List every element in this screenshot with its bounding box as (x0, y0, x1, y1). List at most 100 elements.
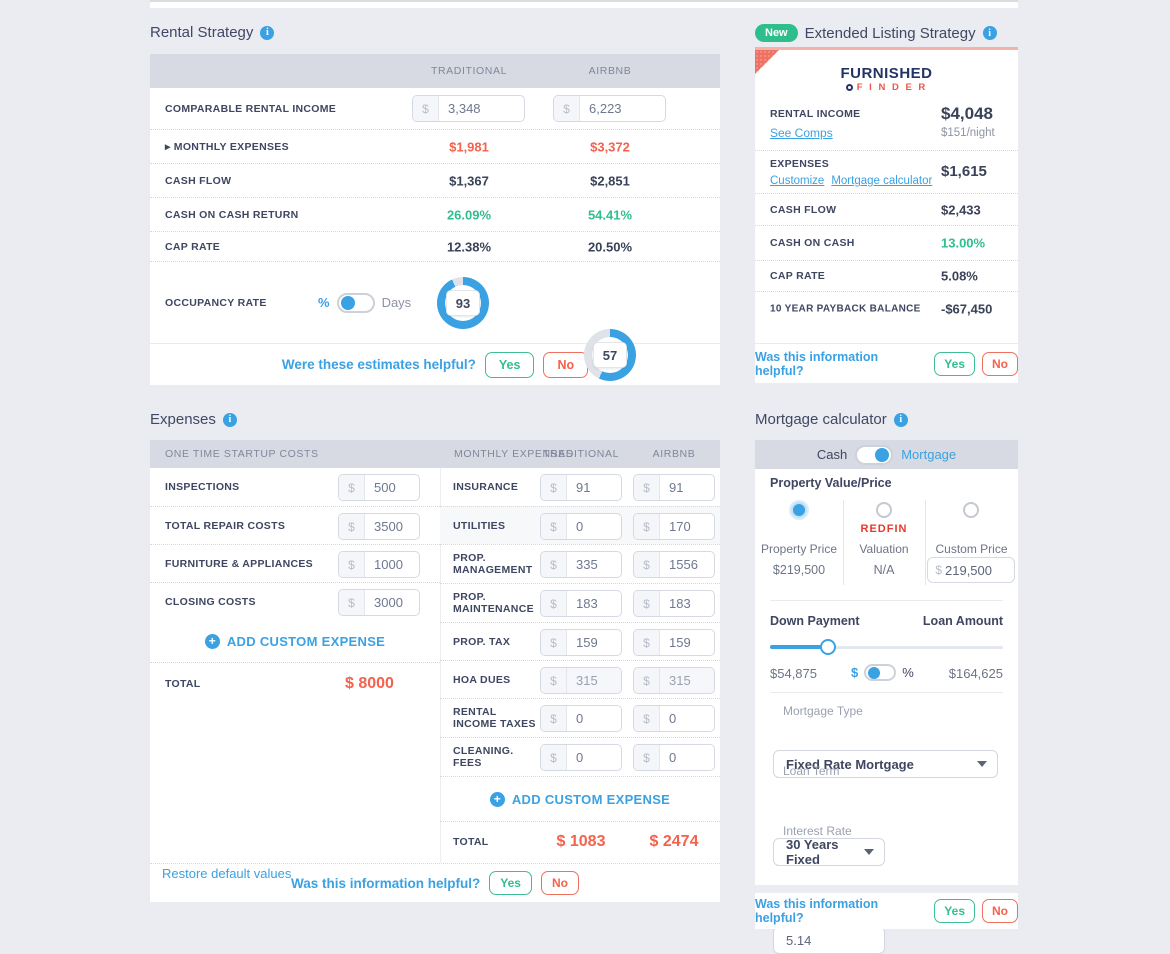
airbnb-input[interactable]: $0 (633, 705, 715, 732)
yes-button[interactable]: Yes (484, 351, 535, 378)
row-label: PROP. MAINTENANCE (453, 591, 534, 615)
monthly-expenses-row[interactable]: ▸ MONTHLY EXPENSES $1,981 $3,372 (150, 129, 720, 163)
column-header-traditional: TRADITIONAL (430, 65, 508, 77)
currency-symbol: $ (541, 591, 567, 616)
interest-rate-input[interactable]: 5.14 (773, 926, 885, 954)
currency-symbol: $ (634, 514, 660, 539)
mortgage-type-dropdown[interactable]: Fixed Rate Mortgage (773, 750, 998, 778)
percent-unit-label[interactable]: % (318, 295, 330, 310)
rental-strategy-card: TRADITIONAL AIRBNB COMPARABLE RENTAL INC… (150, 54, 720, 385)
slider-knob[interactable] (820, 639, 837, 655)
info-icon[interactable]: i (982, 26, 997, 40)
cash-flow-row: CASH FLOW $2,433 (755, 193, 1018, 225)
monthly-total-airbnb: $ 2474 (649, 832, 699, 850)
loan-term-dropdown[interactable]: 30 Years Fixed (773, 837, 885, 867)
customize-link[interactable]: Customize (770, 175, 825, 187)
salmon-accent-line (755, 47, 1018, 50)
expenses-row: EXPENSES Customize Mortgage calculator $… (755, 150, 1018, 193)
startup-total-value: $ 8000 (345, 674, 394, 692)
custom-price-input[interactable]: $ 219,500 (927, 557, 1015, 583)
custom-price-radio[interactable] (963, 502, 979, 518)
add-custom-expense-startup[interactable]: + ADD CUSTOM EXPENSE (150, 620, 440, 662)
occupancy-value[interactable]: 93 (446, 290, 480, 316)
yes-button[interactable]: Yes (489, 871, 532, 895)
monthly-expenses-header: MONTHLY EXPENSES (454, 448, 574, 460)
airbnb-input[interactable]: $159 (633, 629, 715, 656)
rental-strategy-footer: Were these estimates helpful? Yes No (150, 343, 720, 385)
dollar-unit-label[interactable]: $ (851, 665, 859, 680)
row-label: INSPECTIONS (165, 481, 240, 493)
property-price-options: Property Price $219,500 REDFIN Valuation… (755, 495, 1018, 590)
furniture-input[interactable]: $1000 (338, 551, 420, 578)
yes-button[interactable]: Yes (934, 899, 975, 923)
property-price-radio[interactable] (791, 502, 807, 518)
cash-label[interactable]: Cash (816, 447, 848, 462)
airbnb-input[interactable]: $170 (633, 513, 715, 540)
airbnb-input[interactable]: $0 (633, 744, 715, 771)
currency-symbol: $ (413, 96, 439, 121)
mortgage-calculator-link[interactable]: Mortgage calculator (831, 175, 933, 187)
mortgage-label[interactable]: Mortgage (901, 447, 957, 462)
no-button[interactable]: No (982, 351, 1018, 376)
traditional-value: $1,367 (449, 173, 489, 188)
extended-listing-title: Extended Listing Strategy (804, 24, 976, 42)
key-icon (845, 84, 853, 91)
row-label: PROP. TAX (453, 635, 511, 648)
airbnb-input[interactable]: $183 (633, 590, 715, 617)
airbnb-input[interactable]: $1556 (633, 551, 715, 578)
info-icon[interactable]: i (260, 25, 275, 40)
currency-symbol: $ (554, 96, 580, 121)
option-divider (843, 500, 844, 585)
option-divider (925, 500, 926, 585)
see-comps-link[interactable]: See Comps (770, 126, 833, 140)
cash-mortgage-toggle[interactable] (855, 444, 894, 465)
add-custom-expense-monthly[interactable]: + ADD CUSTOM EXPENSE (440, 776, 720, 821)
no-button[interactable]: No (543, 351, 589, 378)
traditional-input[interactable]: $159 (540, 629, 622, 656)
occupancy-unit-toggle[interactable] (336, 292, 375, 313)
airbnb-input[interactable]: $91 (633, 474, 715, 501)
repair-costs-input[interactable]: $3500 (338, 513, 420, 540)
traditional-input[interactable]: $0 (540, 705, 622, 732)
no-button[interactable]: No (540, 871, 579, 895)
traditional-input[interactable]: $0 (540, 744, 622, 771)
yes-button[interactable]: Yes (934, 351, 975, 376)
row-label: CASH ON CASH RETURN (165, 208, 299, 221)
rental-strategy-title: Rental Strategy (150, 24, 254, 41)
dollar-percent-toggle[interactable] (864, 664, 897, 681)
info-icon[interactable]: i (222, 412, 237, 427)
info-icon[interactable]: i (893, 412, 908, 427)
no-button[interactable]: No (982, 899, 1018, 923)
mortgage-title-row: Mortgage calculator i (755, 411, 908, 428)
traditional-income-input[interactable]: $ 3,348 (412, 95, 525, 122)
occupancy-rate-row: OCCUPANCY RATE % Days 93 57 (150, 261, 720, 381)
total-label: TOTAL (453, 835, 489, 848)
airbnb-input[interactable]: $315 (633, 667, 715, 694)
closing-costs-input[interactable]: $3000 (338, 589, 420, 616)
down-payment-slider[interactable] (770, 639, 1003, 655)
slider-fill (770, 645, 829, 649)
row-label: UTILITIES (453, 519, 506, 532)
traditional-input[interactable]: $315 (540, 667, 622, 694)
helpful-question: Was this information helpful? (291, 875, 481, 891)
cash-on-cash-row: CASH ON CASH 13.00% (755, 225, 1018, 260)
logo-text-furnished: FURNISHED (840, 65, 933, 82)
days-unit-label[interactable]: Days (381, 295, 412, 310)
helpful-question: Were these estimates helpful? (281, 357, 476, 372)
rental-income-taxes-row: RENTAL INCOME TAXES $0 $0 (440, 698, 720, 737)
startup-costs-section: INSPECTIONS $500 TOTAL REPAIR COSTS $350… (150, 468, 440, 881)
airbnb-income-input[interactable]: $ 6,223 (553, 95, 666, 122)
expenses-title-row: Expenses i (150, 411, 237, 428)
top-panel-remnant (150, 0, 1018, 8)
traditional-input[interactable]: $0 (540, 513, 622, 540)
redfin-valuation-radio[interactable] (876, 502, 892, 518)
traditional-input[interactable]: $183 (540, 590, 622, 617)
occupancy-value[interactable]: 57 (593, 342, 627, 368)
expenses-footer: Was this information helpful? Yes No (150, 863, 720, 902)
inspections-input[interactable]: $500 (338, 474, 420, 501)
traditional-input[interactable]: $335 (540, 551, 622, 578)
restore-defaults-link[interactable]: Restore default values (162, 866, 292, 881)
traditional-input[interactable]: $91 (540, 474, 622, 501)
currency-symbol: $ (541, 706, 567, 731)
percent-unit-label[interactable]: % (902, 665, 914, 680)
